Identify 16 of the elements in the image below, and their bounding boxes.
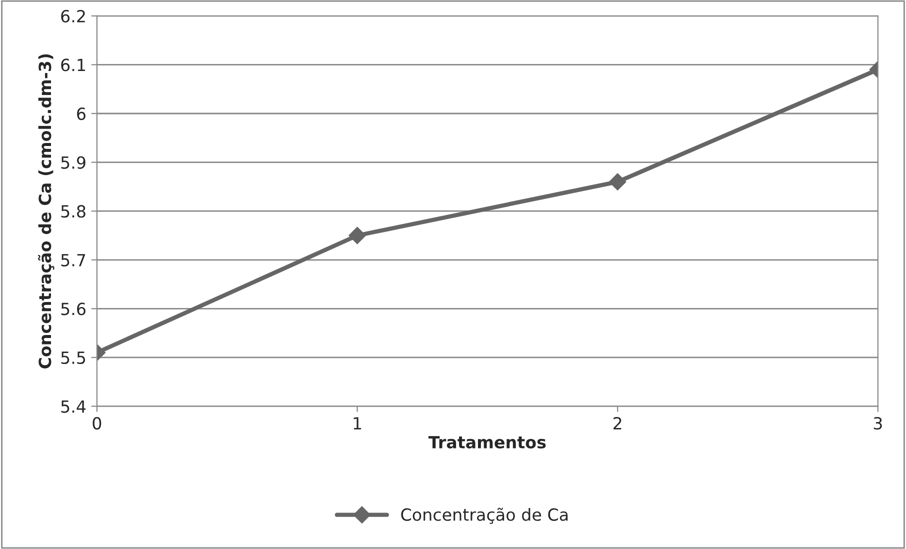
legend-label: Concentração de Ca [401, 508, 568, 524]
x-tick-label: 0 [92, 416, 102, 430]
y-tick-label: 6 [77, 107, 86, 120]
x-tick-label: 3 [874, 416, 882, 430]
y-tick-label: 5.7 [61, 254, 86, 266]
y-axis-title: Concentração de Ca (cmolc.dm-3) [38, 54, 54, 368]
y-tick-label: 6.1 [61, 58, 85, 72]
x-axis-title: Tratamentos [428, 436, 546, 448]
x-tick-label: 2 [614, 416, 622, 430]
y-tick-label: 5.8 [61, 205, 86, 218]
x-tick-label: 1 [354, 417, 362, 430]
y-tick-label: 5.6 [61, 302, 86, 316]
y-tick-label: 5.4 [61, 400, 86, 413]
y-tick-label: 6.2 [61, 10, 85, 22]
y-tick-label: 5.5 [61, 352, 86, 364]
y-tick-label: 5.9 [61, 156, 86, 169]
